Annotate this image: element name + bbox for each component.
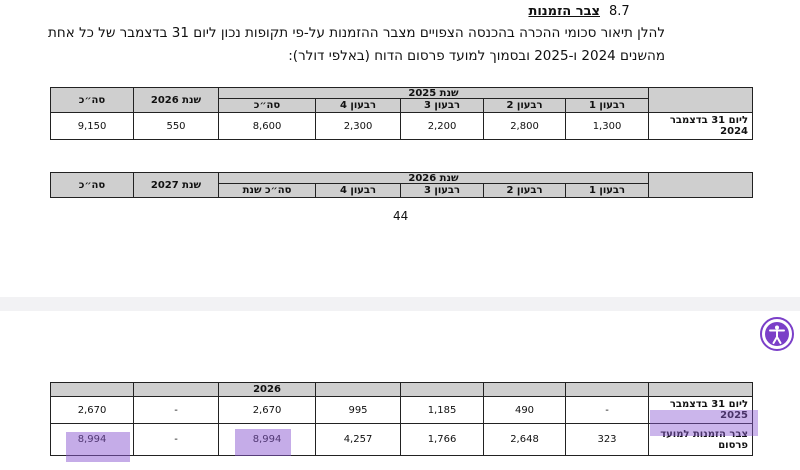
column-header: רבעון 1 <box>565 98 649 113</box>
header-cell <box>648 172 753 198</box>
column-header: סה״כ <box>50 172 134 198</box>
paragraph-line: מהשנים 2024 ו-2025 ובסמוך למועד פרסום הד… <box>288 48 665 64</box>
group-header: 2026 <box>218 382 316 397</box>
table-cell: 1,766 <box>400 423 484 456</box>
column-header: רבעון 2 <box>483 183 566 198</box>
page-number: 44 <box>393 209 409 223</box>
column-header: רבעון 2 <box>483 98 566 113</box>
column-header: שנת 2027 <box>133 172 219 198</box>
column-header: סה״כ <box>50 87 134 113</box>
table-cell: - <box>565 396 649 424</box>
row-label: ליום 31 בדצמבר 2024 <box>648 112 753 140</box>
column-header: רבעון 3 <box>400 98 484 113</box>
highlight <box>235 429 291 456</box>
table-cell: 2,648 <box>483 423 566 456</box>
column-header: רבעון 4 <box>315 183 401 198</box>
column-header: רבעון 1 <box>565 183 649 198</box>
header-cell <box>483 382 566 397</box>
table-cell: 4,257 <box>315 423 401 456</box>
header-cell <box>315 382 401 397</box>
highlight <box>650 410 758 436</box>
table-cell: 8,600 <box>218 112 316 140</box>
header-cell <box>400 382 484 397</box>
table-cell: 2,300 <box>315 112 401 140</box>
section-title: צבר הזמנות <box>528 4 600 19</box>
column-header: רבעון 3 <box>400 183 484 198</box>
table-cell: 2,670 <box>218 396 316 424</box>
table-cell: 490 <box>483 396 566 424</box>
table-cell: 1,300 <box>565 112 649 140</box>
table-cell: 2,800 <box>483 112 566 140</box>
highlight <box>66 432 130 462</box>
header-cell <box>50 382 134 397</box>
header-cell <box>565 382 649 397</box>
page-break <box>0 297 800 311</box>
column-header: סה״כ <box>218 98 316 113</box>
table-cell: 1,185 <box>400 396 484 424</box>
table-cell: 2,670 <box>50 396 134 424</box>
section-number: 8.7 <box>609 4 630 19</box>
paragraph-line: להלן תיאור סכומי ההכרה בהכנסה הצפויים מצ… <box>48 25 665 41</box>
table-cell: 995 <box>315 396 401 424</box>
column-header: שנת 2026 <box>133 87 219 113</box>
table-cell: 2,200 <box>400 112 484 140</box>
column-header: רבעון 4 <box>315 98 401 113</box>
table-cell: 550 <box>133 112 219 140</box>
column-header: סה״כ שנת <box>218 183 316 198</box>
table-cell: 9,150 <box>50 112 134 140</box>
table-cell: - <box>133 396 219 424</box>
table-cell: 323 <box>565 423 649 456</box>
table-cell: - <box>133 423 219 456</box>
header-cell <box>648 382 753 397</box>
accessibility-button[interactable] <box>759 316 795 352</box>
header-cell <box>648 87 753 113</box>
header-cell <box>133 382 219 397</box>
